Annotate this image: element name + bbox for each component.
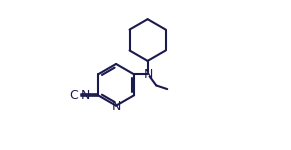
Text: N: N [143, 68, 153, 81]
Text: N: N [111, 100, 121, 113]
Text: N: N [80, 89, 90, 102]
Text: C: C [69, 89, 78, 102]
